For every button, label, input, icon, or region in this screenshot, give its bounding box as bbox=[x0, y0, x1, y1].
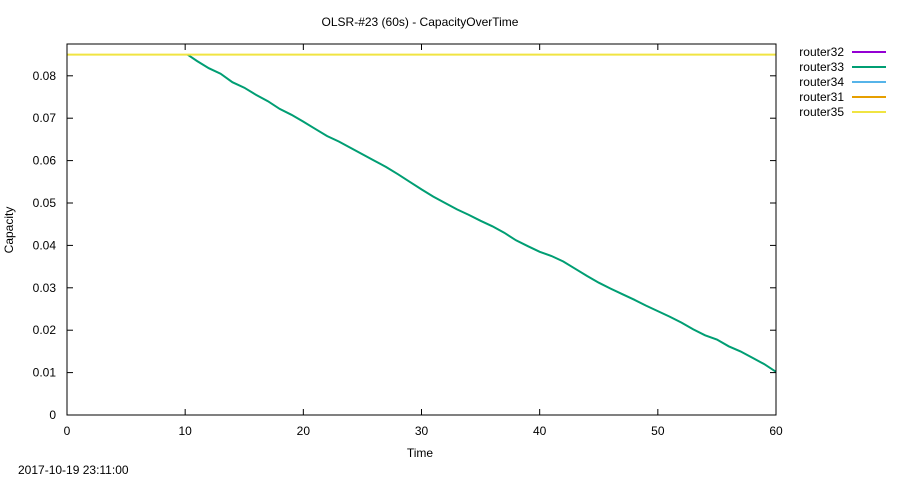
y-tick-label: 0.03 bbox=[33, 281, 57, 295]
plot-frame bbox=[66, 43, 777, 416]
x-tick-label: 10 bbox=[178, 424, 192, 438]
y-tick-label: 0.04 bbox=[33, 238, 57, 252]
x-tick-label: 50 bbox=[651, 424, 665, 438]
legend-label-router32: router32 bbox=[799, 45, 844, 59]
legend-label-router31: router31 bbox=[799, 90, 844, 104]
y-tick-label: 0.07 bbox=[33, 111, 57, 125]
y-tick-label: 0.01 bbox=[33, 366, 57, 380]
timestamp: 2017-10-19 23:11:00 bbox=[18, 463, 129, 477]
x-axis-label: Time bbox=[407, 446, 434, 460]
legend-label-router33: router33 bbox=[799, 60, 844, 74]
y-tick-label: 0.06 bbox=[33, 154, 57, 168]
chart-title: OLSR-#23 (60s) - CapacityOverTime bbox=[322, 15, 519, 29]
x-tick-label: 0 bbox=[64, 424, 71, 438]
legend-label-router34: router34 bbox=[799, 75, 844, 89]
plot-area bbox=[67, 53, 777, 373]
x-tick-label: 30 bbox=[415, 424, 429, 438]
y-tick-label: 0.02 bbox=[33, 323, 57, 337]
y-tick-label: 0 bbox=[49, 408, 56, 422]
y-tick-label: 0.05 bbox=[33, 196, 57, 210]
y-tick-label: 0.08 bbox=[33, 69, 57, 83]
x-tick-label: 40 bbox=[533, 424, 547, 438]
x-tick-label: 20 bbox=[297, 424, 311, 438]
axes: 0 10 20 30 40 50 60 0 0.01 0.02 0.03 0.04 0.05 0.06 0.… bbox=[33, 43, 783, 438]
legend-label-router35: router35 bbox=[799, 105, 844, 119]
x-tick-label: 60 bbox=[769, 424, 783, 438]
y-axis-label: Capacity bbox=[2, 207, 16, 254]
series-line-router33 bbox=[186, 53, 777, 373]
